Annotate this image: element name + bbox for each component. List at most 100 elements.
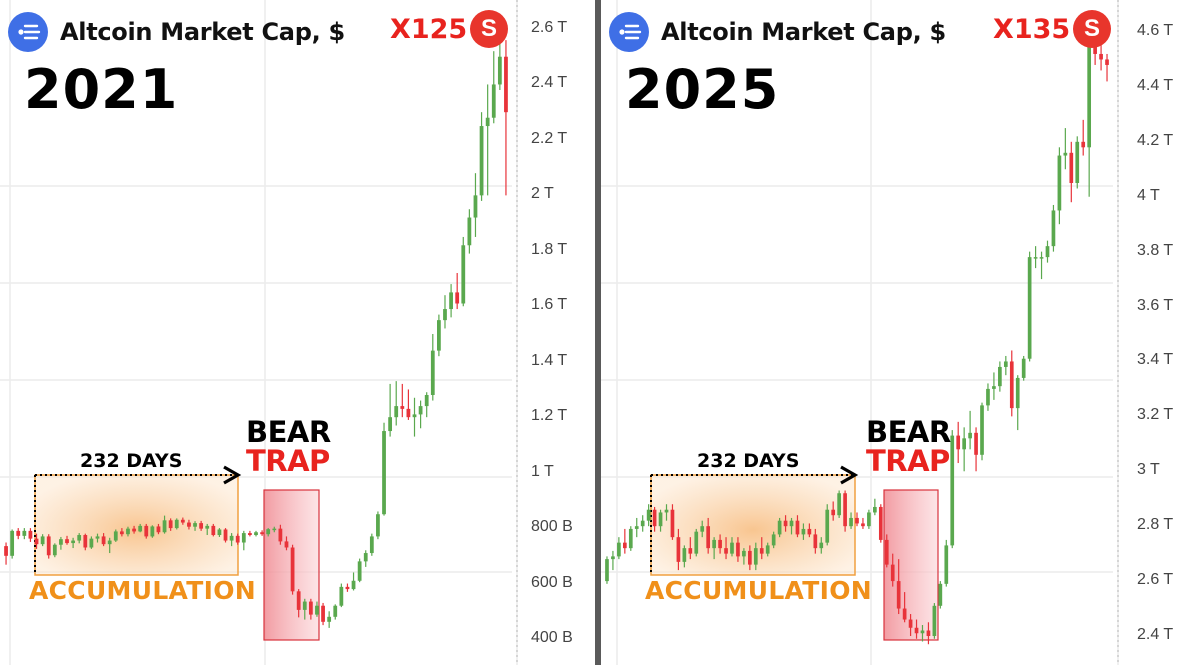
candle-body xyxy=(156,526,161,533)
year-label: 2021 xyxy=(24,58,179,121)
panel-divider xyxy=(595,0,601,665)
candle-body xyxy=(1045,246,1050,258)
candle-body xyxy=(676,537,681,562)
candle-body xyxy=(16,530,21,536)
candle-body xyxy=(819,542,824,549)
candle-body xyxy=(771,534,776,546)
candle-body xyxy=(235,535,240,543)
y-tick-label: 400 B xyxy=(531,629,573,646)
candle-body xyxy=(730,542,734,554)
y-tick-label: 3.2 T xyxy=(1137,406,1174,424)
candle-body xyxy=(652,509,657,527)
candle-body xyxy=(1039,257,1044,259)
candle-body xyxy=(46,536,51,556)
candle-body xyxy=(308,601,313,615)
candle-body xyxy=(327,616,332,622)
candle-body xyxy=(132,528,136,532)
candle-body xyxy=(682,548,687,562)
candle-body xyxy=(908,619,913,628)
candle-body xyxy=(187,522,191,527)
candle-body xyxy=(28,530,33,539)
candle-body xyxy=(867,512,871,527)
candle-body xyxy=(223,529,228,541)
candle-body xyxy=(849,517,853,527)
candle-body xyxy=(40,536,45,545)
candle-body xyxy=(1093,45,1097,54)
candle-body xyxy=(748,550,752,565)
candle-body xyxy=(34,538,39,545)
candle-body xyxy=(980,405,984,455)
candle-body xyxy=(1099,53,1103,60)
y-tick-label: 2.8 T xyxy=(1137,516,1174,534)
candle-body xyxy=(491,84,496,118)
candle-body xyxy=(388,417,393,432)
candle-body xyxy=(706,526,711,549)
candle-body xyxy=(4,546,8,556)
candle-body xyxy=(861,523,865,527)
candle-body xyxy=(742,550,746,557)
s-badge-letter: S xyxy=(480,15,497,42)
candle-body xyxy=(777,520,782,535)
candle-body xyxy=(119,531,124,535)
candlestick-chart-2025 xyxy=(601,0,1119,665)
candle-body xyxy=(351,580,356,590)
candle-body xyxy=(765,545,770,554)
candle-body xyxy=(65,539,69,544)
candle-body xyxy=(59,539,63,545)
candle-body xyxy=(144,525,149,537)
y-tick-label: 1.4 T xyxy=(531,351,568,369)
candle-body xyxy=(801,528,806,535)
candle-body xyxy=(724,548,728,554)
y-tick-label: 2.4 T xyxy=(531,74,568,92)
y-tick-label: 4.4 T xyxy=(1137,76,1174,94)
candle-body xyxy=(363,553,368,562)
s-badge-icon: S xyxy=(470,10,508,48)
candle-body xyxy=(199,523,204,529)
candle-body xyxy=(902,608,907,620)
candle-body xyxy=(205,525,210,529)
y-tick-label: 1.8 T xyxy=(531,240,568,258)
candle-body xyxy=(926,630,931,636)
candle-body xyxy=(890,564,895,582)
candle-body xyxy=(1087,45,1092,148)
candle-body xyxy=(932,605,937,636)
candle-body xyxy=(10,530,15,556)
year-label: 2025 xyxy=(625,58,780,121)
s-badge-icon: S xyxy=(1073,10,1111,48)
candle-body xyxy=(333,605,338,617)
y-tick-label: 4 T xyxy=(1137,186,1160,204)
candle-body xyxy=(150,526,155,537)
candle-body xyxy=(479,126,484,196)
candle-body xyxy=(914,627,919,634)
candle-body xyxy=(795,520,800,535)
candle-body xyxy=(974,432,978,455)
days-label: 232 DAYS xyxy=(80,450,183,472)
candle-body xyxy=(260,532,264,535)
candle-body xyxy=(296,591,301,610)
candle-body xyxy=(126,528,130,535)
chart-title: Altcoin Market Cap, $ xyxy=(60,18,345,46)
candle-body xyxy=(688,548,693,554)
y-tick-label: 2.6 T xyxy=(531,19,568,36)
candle-body xyxy=(449,292,453,310)
candle-body xyxy=(504,56,508,113)
trap-label: TRAP xyxy=(866,444,950,478)
candle-body xyxy=(71,540,75,544)
candle-body xyxy=(1015,377,1020,409)
accumulation-label: ACCUMULATION xyxy=(29,576,256,605)
candle-body xyxy=(878,506,883,540)
candle-body xyxy=(813,534,818,549)
candle-body xyxy=(605,559,609,582)
candle-body xyxy=(485,117,490,127)
candle-body xyxy=(611,556,615,560)
candle-body xyxy=(168,520,173,529)
candle-body xyxy=(712,539,716,549)
candle-body xyxy=(736,542,740,557)
candle-body xyxy=(394,406,399,418)
candle-body xyxy=(1105,59,1109,65)
candle-body xyxy=(968,432,972,439)
candle-body xyxy=(896,581,901,609)
candle-body xyxy=(837,493,841,516)
candle-body xyxy=(1069,152,1074,183)
candle-body xyxy=(467,217,472,246)
